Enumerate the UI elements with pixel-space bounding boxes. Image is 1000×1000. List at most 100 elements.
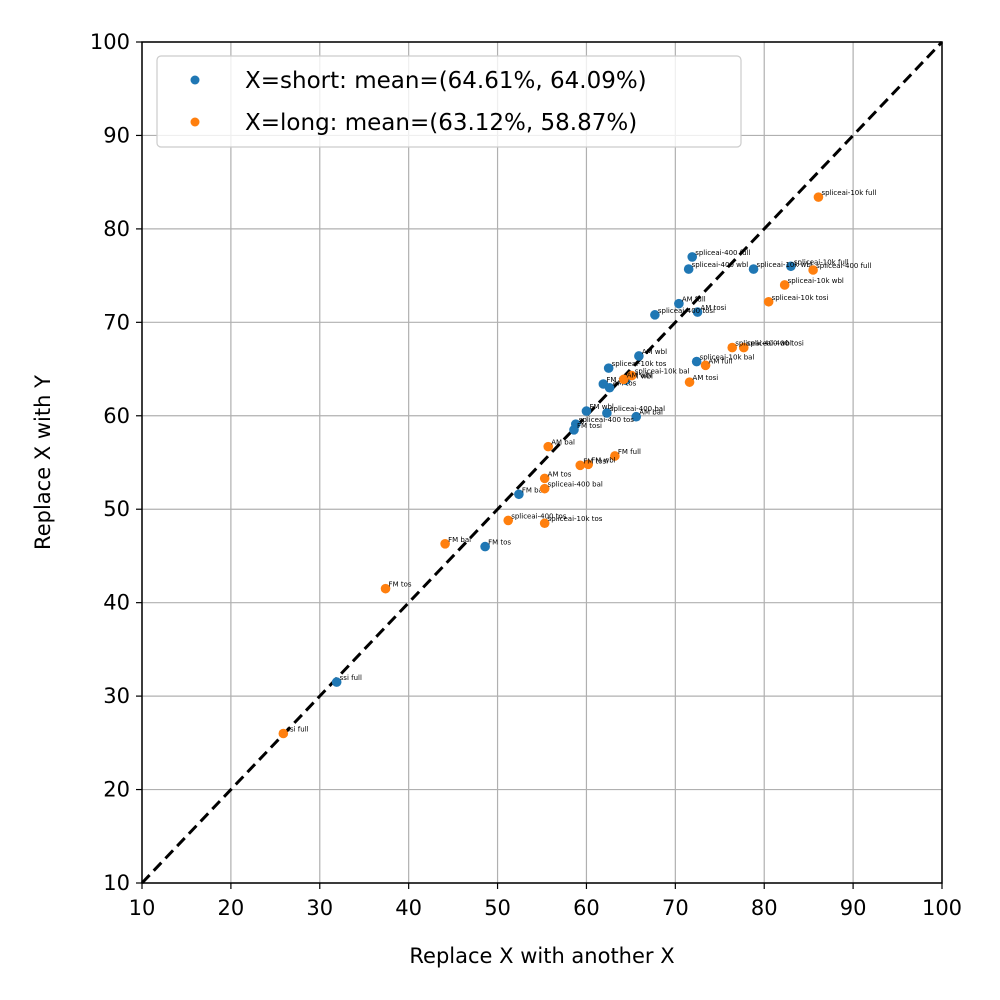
data-point-label: spliceai-10k bal <box>635 368 690 376</box>
legend-box <box>156 55 742 148</box>
data-point-label: FM wbl <box>629 372 653 380</box>
legend-marker-short <box>190 75 200 85</box>
y-tick-label: 80 <box>103 217 130 241</box>
data-point-label: spliceai-400 wbl <box>692 261 749 269</box>
data-point-label: spliceai-10k wbl <box>788 277 844 285</box>
data-point-label: spliceai-400 tosi <box>747 340 804 348</box>
data-point-label: spliceai-400 bal <box>548 481 603 489</box>
x-tick-label: 90 <box>840 896 867 920</box>
data-point <box>692 307 703 317</box>
data-point-label: spliceai-10k full <box>821 189 876 197</box>
data-point <box>687 252 698 262</box>
data-point-label: AM full <box>709 357 733 365</box>
data-point-label: FM full <box>606 376 629 384</box>
data-point <box>539 473 550 484</box>
x-tick-label: 50 <box>484 896 511 920</box>
data-point <box>583 459 594 470</box>
data-point <box>786 261 796 272</box>
data-point <box>503 515 514 526</box>
data-point <box>748 264 759 274</box>
legend-marker-long <box>190 117 200 127</box>
axes-frame <box>141 41 943 884</box>
plot-border <box>141 41 943 884</box>
data-point-label: FM full <box>618 448 641 456</box>
data-point <box>650 310 660 320</box>
data-point <box>380 583 391 594</box>
data-point <box>813 192 824 202</box>
data-point <box>331 677 342 687</box>
y-axis-label: Replace X with Y <box>31 375 55 550</box>
x-axis-label: Replace X with another X <box>409 944 674 968</box>
reference-line-layer <box>140 40 944 885</box>
y-tick-label: 100 <box>90 30 130 54</box>
data-point-label: spliceai-10k bal <box>700 354 755 362</box>
data-point-label: spliceai-10k tos <box>548 515 603 523</box>
data-point-label: AM bal <box>551 439 575 447</box>
data-point-label: AM wbl <box>642 348 667 356</box>
data-point-label: FM bal <box>522 486 545 494</box>
data-point <box>674 298 684 309</box>
x-tick-label: 10 <box>129 896 156 920</box>
x-tick-label: 60 <box>573 896 600 920</box>
data-point <box>514 489 524 500</box>
data-point <box>440 538 450 549</box>
data-point-label: spliceai-400 full <box>816 262 871 270</box>
data-point-label: AM full <box>682 296 706 304</box>
data-point <box>575 460 586 471</box>
legend: X=short: mean=(64.61%, 64.09%) X=long: m… <box>156 55 742 148</box>
y-tick-label: 10 <box>103 871 130 895</box>
data-point <box>626 370 637 381</box>
data-point-label: spliceai-400 tosi <box>658 307 715 315</box>
data-point <box>691 356 702 367</box>
y-tick-label: 50 <box>103 497 130 521</box>
data-point <box>684 377 695 387</box>
data-point <box>602 408 612 418</box>
data-point-label: AM tosi <box>693 374 719 382</box>
data-point <box>779 280 790 290</box>
y-tick-label: 70 <box>103 310 130 334</box>
data-point-label: ssi full <box>286 725 308 733</box>
data-point <box>539 483 550 494</box>
data-point <box>610 451 620 461</box>
data-point <box>480 541 490 552</box>
data-point <box>763 296 774 307</box>
y-tick-label: 30 <box>103 684 130 708</box>
data-point <box>581 406 592 416</box>
data-point-label: spliceai-10k tos <box>612 360 667 368</box>
data-point-label: AM tosi <box>701 304 727 312</box>
data-point <box>569 424 579 435</box>
data-point-label: spliceai-10k wbl <box>757 261 813 269</box>
data-point-label: FM wbl <box>591 456 615 464</box>
data-point-label: ssi full <box>340 674 362 682</box>
data-point <box>631 411 642 422</box>
data-point-label: spliceai-400 full <box>695 249 750 257</box>
data-point-label: spliceai-10k full <box>794 258 849 266</box>
data-point-label: spliceai-10k tosi <box>772 294 829 302</box>
data-point <box>618 374 629 385</box>
y-tick-label: 40 <box>103 591 130 615</box>
data-point <box>808 265 818 275</box>
data-point-label: FM tos <box>389 581 412 589</box>
data-point-label: FM bal <box>448 536 471 544</box>
data-point <box>634 351 644 361</box>
data-point-label: spliceai-400 wbl <box>735 340 792 348</box>
data-point-label: AM tos <box>548 470 572 478</box>
x-tick-label: 80 <box>751 896 778 920</box>
data-point <box>539 518 550 529</box>
x-tick-label: 20 <box>218 896 245 920</box>
y-tick-label: 90 <box>103 123 130 147</box>
data-point <box>603 363 614 373</box>
data-point <box>683 264 694 274</box>
data-point-label: FM tosi <box>583 457 608 465</box>
data-point-label: FM wbl <box>589 403 613 411</box>
data-point <box>543 441 554 452</box>
legend-entry-short: X=short: mean=(64.61%, 64.09%) <box>245 68 647 94</box>
x-tick-label: 70 <box>662 896 689 920</box>
data-point-label: spliceai-400 tos <box>579 416 635 424</box>
y-tick-label: 60 <box>103 404 130 428</box>
y-tick-label: 20 <box>103 778 130 802</box>
tick-labels: 10 20 30 40 50 60 70 80 90 100 10 20 30 40 50 60 70 80 90 1… <box>90 30 962 920</box>
